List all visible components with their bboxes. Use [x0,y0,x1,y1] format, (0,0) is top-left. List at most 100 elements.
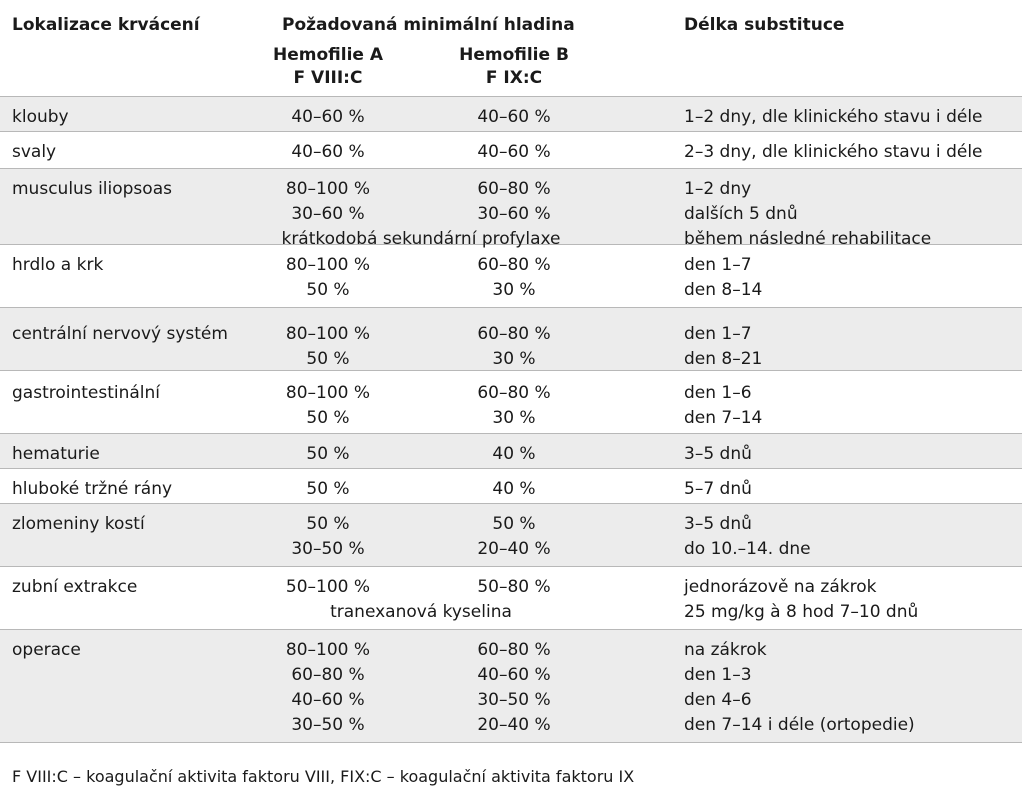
cell-duration: 1–2 dny, dle klinického stavu i déle [684,105,983,130]
cell-note: krátkodobá sekundární profylaxe [281,229,561,249]
table-row: centrální nervový systém 80–100 % 50 % 60–8… [0,308,1022,371]
cell-duration: 5–7 dnů [684,477,752,502]
value-hemophilia-a: 50–100 % [285,577,371,597]
cell-location: hrdlo a krk [12,255,104,275]
cell-hemophilia-b: 40 % [456,477,572,502]
value-hemophilia-a: 50 % [306,349,350,369]
value-hemophilia-a: 50 % [306,479,350,499]
value-hemophilia-b: 30 % [492,280,536,300]
table-row: hrdlo a krk 80–100 % 50 % 60–80 % 30 % den 1–… [0,245,1022,308]
value-duration: 5–7 dnů [684,479,752,499]
value-duration: během následné rehabilitace [684,229,932,249]
cell-hemophilia-b: 50–80 % [456,575,572,600]
footnote: F VIII:C – koagulační aktivita faktoru V… [12,767,635,786]
cell-hemophilia-a: 80–100 % 50 % [270,381,386,431]
value-hemophilia-b: 20–40 % [477,715,551,735]
cell-hemophilia-b: 60–80 % 40–60 % 30–50 % 20–40 % [456,638,572,738]
cell-hemophilia-b: 40 % [456,442,572,467]
cell-location: svaly [12,142,57,162]
value-hemophilia-b: 20–40 % [477,539,551,559]
value-hemophilia-b: 50–80 % [477,577,551,597]
cell-location: operace [12,640,81,660]
cell-hemophilia-a: 80–100 % 30–60 % [270,177,386,227]
cell-hemophilia-a: 80–100 % 50 % [270,322,386,372]
value-hemophilia-a: 40–60 % [291,107,365,127]
value-duration: den 8–21 [684,349,763,369]
cell-location: zlomeniny kostí [12,514,145,534]
value-duration: 3–5 dnů [684,444,752,464]
cell-hemophilia-b: 40–60 % [456,140,572,165]
header-location: Lokalizace krvácení [12,15,200,35]
header-factor-b: F IX:C [485,68,543,88]
cell-location: gastrointestinální [12,383,161,403]
header-hemophilia-a: Hemofilie A [272,45,383,65]
hemophilia-substitution-table: Lokalizace krvácení Požadovaná minimální… [0,0,1022,743]
cell-duration: den 1–6 den 7–14 [684,381,762,431]
value-hemophilia-a: 30–60 % [291,204,365,224]
cell-hemophilia-a: 50 % 30–50 % [270,512,386,562]
value-duration: den 7–14 i déle (ortopedie) [684,715,915,735]
cell-duration: den 1–7 den 8–14 [684,253,762,303]
table-row: musculus iliopsoas 80–100 % 30–60 % 60–80 %… [0,169,1022,249]
value-duration: 2–3 dny, dle klinického stavu i déle [684,142,983,162]
value-duration: den 1–6 [684,383,752,403]
cell-duration: 1–2 dny dalších 5 dnů během následné rehab… [684,177,931,252]
value-hemophilia-a: 50 % [306,280,350,300]
value-hemophilia-a: 50 % [306,408,350,428]
cell-location: centrální nervový systém [12,324,228,344]
cell-duration: jednorázově na zákrok 25 mg/kg à 8 hod 7–… [684,575,918,625]
value-hemophilia-a: 80–100 % [285,383,371,403]
header-duration: Délka substituce [684,15,845,35]
value-hemophilia-b: 40–60 % [477,665,551,685]
cell-location: hluboké tržné rány [12,479,173,499]
value-duration: jednorázově na zákrok [684,577,877,597]
table-row: svaly 40–60 % 40–60 % 2–3 dny, dle klinické… [0,132,1022,169]
value-duration: na zákrok [684,640,767,660]
value-hemophilia-a: 80–100 % [285,324,371,344]
value-duration: den 1–7 [684,324,752,344]
value-hemophilia-a: 40–60 % [291,142,365,162]
value-hemophilia-b: 60–80 % [477,383,551,403]
value-duration: den 1–7 [684,255,752,275]
value-hemophilia-b: 50 % [492,514,536,534]
value-hemophilia-a: 80–100 % [285,255,371,275]
cell-hemophilia-a: 50–100 % [270,575,386,600]
value-hemophilia-b: 40 % [492,479,536,499]
cell-duration: 3–5 dnů do 10.–14. dne [684,512,811,562]
value-duration: 1–2 dny [684,179,752,199]
table-row: klouby 40–60 % 40–60 % 1–2 dny, dle klinick… [0,97,1022,132]
value-duration: dalších 5 dnů [684,204,798,224]
value-hemophilia-a: 80–100 % [285,640,371,660]
value-hemophilia-a: 50 % [306,444,350,464]
value-hemophilia-b: 60–80 % [477,324,551,344]
table-header: Lokalizace krvácení Požadovaná minimální… [0,0,1022,97]
cell-location: hematurie [12,444,100,464]
value-duration: 3–5 dnů [684,514,752,534]
value-duration: den 4–6 [684,690,752,710]
cell-location: klouby [12,107,69,127]
value-duration: do 10.–14. dne [684,539,811,559]
header-factor-a: F VIII:C [293,68,363,88]
table-row: hematurie 50 % 40 % 3–5 dnů [0,434,1022,469]
cell-duration: den 1–7 den 8–21 [684,322,762,372]
value-hemophilia-a: 30–50 % [291,715,365,735]
value-hemophilia-b: 40–60 % [477,107,551,127]
cell-hemophilia-b: 60–80 % 30 % [456,322,572,372]
value-hemophilia-a: 30–50 % [291,539,365,559]
value-hemophilia-b: 30 % [492,408,536,428]
table-row: operace 80–100 % 60–80 % 40–60 % 30–50 % 60–8… [0,630,1022,743]
value-hemophilia-a: 50 % [306,514,350,534]
value-duration: den 8–14 [684,280,763,300]
cell-duration: na zákrok den 1–3 den 4–6 den 7–14 i déle (… [684,638,915,738]
value-hemophilia-b: 60–80 % [477,179,551,199]
cell-location: musculus iliopsoas [12,179,172,199]
cell-hemophilia-a: 40–60 % [270,105,386,130]
cell-hemophilia-b: 50 % 20–40 % [456,512,572,562]
cell-hemophilia-b: 60–80 % 30 % [456,253,572,303]
table-row: zlomeniny kostí 50 % 30–50 % 50 % 20–40 % 3–5… [0,504,1022,567]
value-hemophilia-b: 30–50 % [477,690,551,710]
table-row: hluboké tržné rány 50 % 40 % 5–7 dnů [0,469,1022,504]
header-hemophilia-b: Hemofilie B [459,45,569,65]
cell-hemophilia-b: 60–80 % 30 % [456,381,572,431]
cell-hemophilia-a: 80–100 % 50 % [270,253,386,303]
